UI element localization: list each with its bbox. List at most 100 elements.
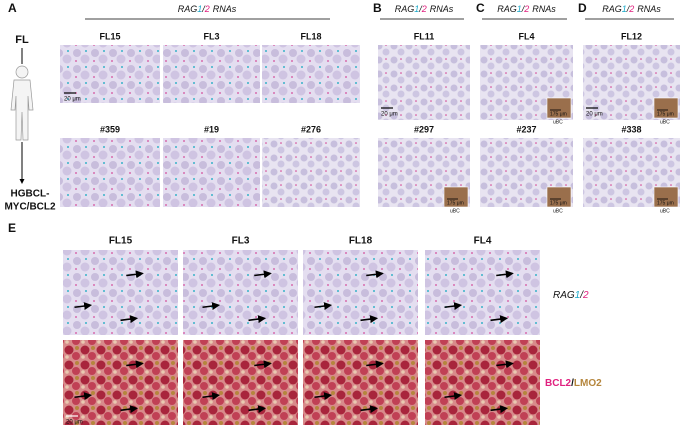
gene-suffix: RNAs: [430, 4, 454, 14]
gene-part: /: [626, 4, 631, 14]
arrow: [496, 270, 514, 279]
arrow: [314, 392, 333, 401]
gene-label: RAG1/2: [553, 290, 589, 301]
gene-part: /: [521, 4, 526, 14]
inset-scale: 175 μm: [447, 200, 464, 206]
micrograph: [163, 138, 260, 207]
inset: [443, 186, 469, 208]
arrow: [126, 270, 144, 279]
sample-label: FL18: [349, 236, 373, 247]
arrow: [120, 405, 139, 414]
micrograph: [262, 138, 360, 207]
gene-part: RAG: [395, 4, 415, 14]
hgbcl-label: MYC/BCL2: [4, 202, 56, 213]
arrow: [490, 315, 509, 324]
sample-label: #338: [621, 124, 641, 134]
gene-part: 1: [622, 4, 627, 14]
arrow: [202, 392, 221, 401]
inset-label: uBC: [553, 119, 563, 125]
gene-part: 1: [517, 4, 522, 14]
arrow: [202, 302, 221, 311]
micrograph: [303, 250, 418, 335]
sample-label: FL3: [232, 236, 250, 247]
gene-part: 1: [575, 290, 581, 301]
gene-part: 1: [414, 4, 419, 14]
scale-label: 20 μm: [381, 112, 398, 118]
micrograph: [63, 340, 178, 425]
arrow: [366, 360, 384, 369]
arrow: [254, 270, 272, 279]
gene-part: /: [579, 290, 584, 301]
inset-scale: 175 μm: [550, 111, 567, 117]
micrograph: [425, 340, 540, 425]
panel-letter: C: [476, 1, 485, 15]
gene-label: RAG1/2 RNAs: [178, 4, 237, 14]
panel-letter: E: [8, 221, 16, 235]
arrow: [360, 405, 379, 414]
scale-label: 20 μm: [586, 112, 603, 118]
gene-part: 2: [628, 4, 634, 14]
arrow: [74, 302, 93, 311]
sample-label: #297: [414, 124, 434, 134]
gene-part: RAG: [178, 4, 198, 14]
arrow: [366, 270, 384, 279]
arrow: [248, 315, 267, 324]
hgbcl-label: HGBCL-: [11, 189, 50, 200]
inset-label: uBC: [450, 208, 460, 214]
micrograph: [378, 45, 470, 120]
inset: [546, 97, 572, 119]
gene-part: 2: [582, 290, 589, 301]
gene-part: RAG: [602, 4, 622, 14]
protein-part: LMO2: [574, 378, 602, 389]
fl-label: FL: [15, 34, 29, 46]
micrograph: [60, 138, 160, 207]
gene-part: 2: [523, 4, 529, 14]
arrow: [126, 360, 144, 369]
micrograph: [183, 340, 298, 425]
arrow: [74, 392, 93, 401]
micrograph: [60, 45, 160, 103]
sample-label: FL11: [414, 31, 435, 41]
arrow: [120, 315, 139, 324]
gene-suffix: RNAs: [213, 4, 237, 14]
panel-letter: D: [578, 1, 587, 15]
micrograph: [183, 250, 298, 335]
sample-label: FL4: [474, 236, 492, 247]
arrow: [248, 405, 267, 414]
inset: [653, 186, 679, 208]
micrograph: [163, 45, 260, 103]
micrograph: [262, 45, 360, 103]
arrow: [444, 302, 463, 311]
gene-part: 2: [421, 4, 427, 14]
micrograph: [303, 340, 418, 425]
inset: [546, 186, 572, 208]
gene-part: 2: [204, 4, 210, 14]
sample-label: #359: [100, 124, 120, 134]
sample-label: #237: [516, 124, 536, 134]
human-figure: [10, 65, 34, 141]
arrow: [314, 302, 333, 311]
arrow: [490, 405, 509, 414]
inset-label: uBC: [660, 208, 670, 214]
arrow: [360, 315, 379, 324]
sample-label: FL4: [518, 31, 534, 41]
gene-part: RAG: [497, 4, 517, 14]
scale-label: 20 μm: [64, 97, 81, 103]
micrograph: [425, 250, 540, 335]
sample-label: FL12: [621, 31, 642, 41]
inset-scale: 175 μm: [550, 200, 567, 206]
inset-label: uBC: [660, 119, 670, 125]
protein-part: BCL2: [545, 378, 572, 389]
panel-letter: A: [8, 1, 17, 15]
inset-scale: 175 μm: [657, 200, 674, 206]
protein-label: BCL2/LMO2: [545, 378, 602, 389]
arrow: [254, 360, 272, 369]
gene-label: RAG1/2 RNAs: [395, 4, 454, 14]
gene-label: RAG1/2 RNAs: [497, 4, 556, 14]
sample-label: FL18: [300, 31, 321, 41]
gene-label: RAG1/2 RNAs: [602, 4, 661, 14]
panel-letter: B: [373, 1, 382, 15]
sample-label: FL15: [109, 236, 133, 247]
